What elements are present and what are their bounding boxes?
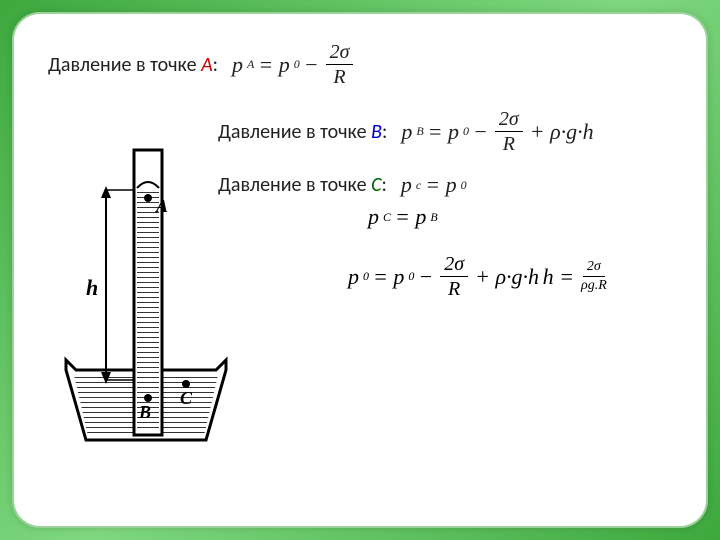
point-a-label: A (155, 196, 168, 216)
formula-height: h = 2σρg.R (543, 260, 610, 293)
label-a: Давление в точке А: (48, 53, 218, 77)
height-label: h (86, 275, 98, 300)
point-c-label: C (180, 388, 193, 408)
formula-pB: pB = p0 − 2σR + ρ·g·h (401, 109, 593, 154)
capillary-diagram: h A B C (56, 140, 236, 470)
formula-pC: pc = p0 (401, 172, 467, 198)
formula-pC-eq-pB: pC = pB (368, 204, 672, 230)
derivation-block: p0 = p0 − 2σR + ρ·g·h h = 2σρg.R (348, 254, 672, 321)
slide-card: Давление в точке А: pA = p0 − 2σR Давлен… (12, 12, 708, 528)
formula-pA: pA = p0 − 2σR (232, 42, 356, 87)
pressure-a-row: Давление в точке А: pA = p0 − 2σR (48, 42, 672, 87)
label-b: Давление в точке В: (218, 120, 387, 144)
formula-balance: p0 = p0 − 2σR + ρ·g·h (348, 254, 539, 299)
pressure-c-row: Давление в точке С: pc = p0 (218, 172, 672, 198)
label-c: Давление в точке С: (218, 173, 387, 197)
pressure-b-row: Давление в точке В: pB = p0 − 2σR + ρ·g·… (218, 109, 672, 154)
point-b-label: B (138, 402, 151, 422)
